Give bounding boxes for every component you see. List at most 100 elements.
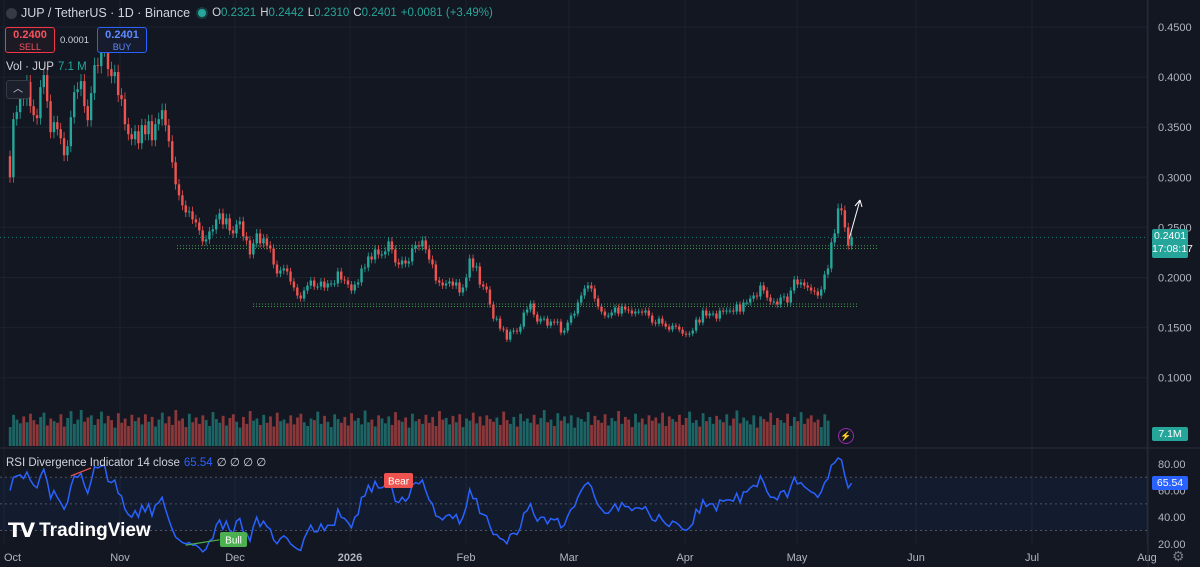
volume-bar <box>73 423 76 446</box>
volume-bar <box>302 422 306 446</box>
volume-bar <box>542 410 546 446</box>
volume-bar <box>238 427 242 446</box>
volume-bar <box>600 422 604 446</box>
volume-bar <box>786 413 789 446</box>
candle-body <box>360 268 363 283</box>
volume-bar <box>441 419 445 446</box>
volume-bar <box>525 418 529 446</box>
volume-bar <box>742 417 746 446</box>
settings-gear-icon[interactable]: ⚙ <box>1172 548 1185 564</box>
candle-body <box>772 301 776 303</box>
candle-body <box>191 211 194 220</box>
candle-body <box>678 326 681 330</box>
candle-body <box>552 321 556 323</box>
candle-body <box>394 249 397 263</box>
candle-body <box>316 286 319 288</box>
volume-bar <box>424 414 428 446</box>
candle-body <box>96 65 100 67</box>
candle-body <box>275 264 279 274</box>
candle-body <box>438 280 441 283</box>
volume-bar <box>316 411 320 446</box>
candle-body <box>313 280 316 287</box>
volume-bar <box>694 420 698 446</box>
candle-body <box>333 283 336 285</box>
candle-body <box>509 331 512 340</box>
candle-body <box>586 285 590 289</box>
chevron-up-icon: ︿ <box>13 84 23 95</box>
rsi-panel: Bear Bull <box>0 457 1148 553</box>
candle-body <box>336 271 340 284</box>
low-value: 0.2310 <box>314 7 350 19</box>
time-tick-label: Dec <box>225 552 245 564</box>
volume-bar <box>96 419 100 446</box>
price-tick-label: 0.3500 <box>1158 122 1192 134</box>
candle-body <box>623 306 627 310</box>
candle-body <box>711 313 715 315</box>
volume-bar <box>792 416 796 446</box>
volume-bar <box>59 414 63 446</box>
volume-bar <box>113 427 117 446</box>
lightning-icon[interactable]: ⚡ <box>838 428 854 444</box>
candle-body <box>647 310 651 316</box>
change-value: +0.0081 (+3.49%) <box>400 7 493 19</box>
volume-bar <box>397 420 401 446</box>
volume-bar <box>370 419 374 446</box>
volume-bar <box>583 421 587 446</box>
candle-body <box>441 282 444 286</box>
volume-bar <box>204 420 208 446</box>
tradingview-logo[interactable]: 𝗧𝗩 TradingView <box>8 518 151 543</box>
volume-bar <box>8 427 12 446</box>
candle-body <box>18 88 22 113</box>
candle-body <box>539 318 542 322</box>
candle-body <box>502 328 505 330</box>
volume-bar <box>691 422 695 446</box>
candle-body <box>809 287 813 291</box>
volume-bar <box>177 420 181 446</box>
volume-bar <box>451 415 455 446</box>
volume-bar <box>248 411 252 446</box>
candle-body <box>461 287 465 293</box>
collapse-legend-button[interactable]: ︿ <box>6 80 30 99</box>
candle-body <box>434 264 438 281</box>
volume-bar <box>488 419 492 446</box>
candle-body <box>329 283 333 285</box>
volume-bar <box>708 416 712 446</box>
candle-body <box>721 310 725 312</box>
candle-body <box>89 93 93 121</box>
volume-bar <box>495 417 499 446</box>
time-tick-label: Jul <box>1025 552 1039 564</box>
candle-body <box>350 284 353 291</box>
volume-bar <box>698 426 702 446</box>
candle-body <box>752 295 755 299</box>
volume-bar <box>319 423 323 446</box>
volume-bar <box>110 420 113 446</box>
candle-body <box>248 240 252 255</box>
buy-button[interactable]: 0.2401 BUY <box>97 27 147 53</box>
candle-body <box>258 233 262 244</box>
candle-body <box>194 219 198 223</box>
volume-bar <box>749 424 752 446</box>
volume-bar <box>799 412 803 446</box>
candle-body <box>15 112 18 120</box>
candle-body <box>820 289 823 296</box>
volume-bar <box>569 415 573 446</box>
sell-button[interactable]: 0.2400 SELL <box>5 27 55 53</box>
candle-body <box>559 321 563 333</box>
volume-bar <box>475 423 479 446</box>
candle-body <box>569 315 573 323</box>
candle-body <box>431 259 434 265</box>
volume-bar <box>171 424 174 446</box>
candle-body <box>42 75 45 88</box>
sell-price: 0.2400 <box>13 29 47 41</box>
candle-body <box>123 99 127 125</box>
volume-bar <box>323 415 326 446</box>
volume-bar <box>140 424 144 446</box>
volume-bar <box>225 425 228 446</box>
candle-body <box>147 121 150 135</box>
candle-body <box>110 69 113 77</box>
volume-bar <box>93 424 97 446</box>
volume-bar <box>272 426 276 446</box>
candle-body <box>684 333 688 335</box>
symbol-title[interactable]: JUP / TetherUS · 1D · Binance <box>21 6 191 20</box>
